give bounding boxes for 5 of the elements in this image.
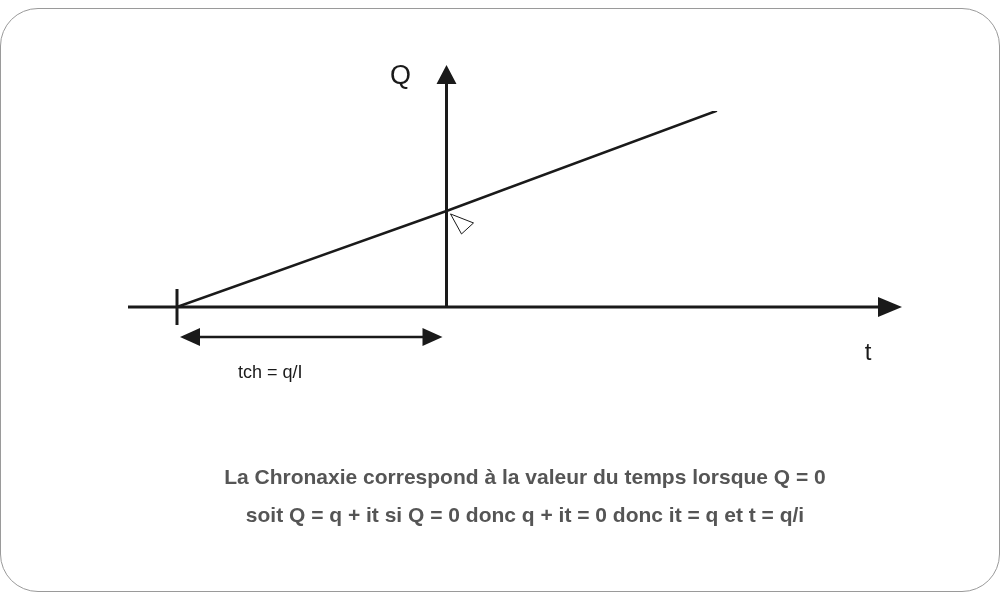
text: La Chronaxie correspond à la valeur du temps lorsque Q = 0 [224,465,826,488]
y-axis-title: Q [389,60,412,90]
text: tch = q/I [238,362,303,382]
x-axis-title: t [864,338,872,365]
text: soit Q = q + it si Q = 0 donc q + it = 0 donc it = q et t = q/i [245,503,805,526]
